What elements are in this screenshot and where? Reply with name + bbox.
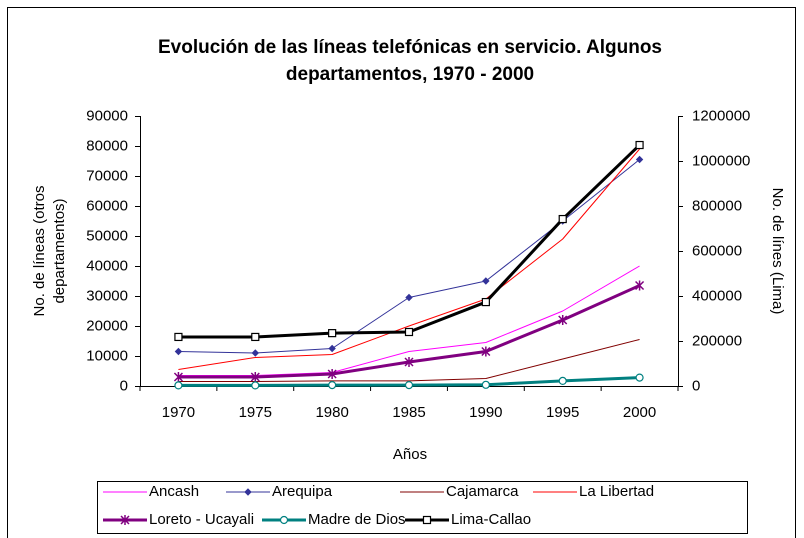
chart-title: departamentos, 1970 - 2000: [286, 64, 534, 85]
marker: [404, 357, 414, 367]
x-tick-label: 1980: [315, 404, 348, 421]
y-tick-label: 90000: [86, 107, 128, 124]
legend-label: Loreto - Ucayali: [149, 511, 254, 528]
legend-label: La Libertad: [579, 483, 654, 500]
marker: [482, 277, 490, 285]
y-tick-label: 20000: [86, 317, 128, 334]
legend-label: Lima-Callao: [451, 511, 531, 528]
legend-label: Arequipa: [272, 483, 333, 500]
marker: [279, 515, 289, 525]
x-tick-label: 1990: [469, 404, 502, 421]
y-axis-label: departamentos): [51, 198, 68, 303]
marker: [174, 332, 183, 342]
y-tick-label: 10000: [86, 347, 128, 364]
marker: [251, 349, 259, 357]
y2-tick-label: 1000000: [692, 152, 750, 169]
y2-tick-label: 200000: [692, 332, 742, 349]
marker: [328, 381, 337, 390]
marker: [251, 381, 260, 390]
marker: [481, 297, 490, 307]
y-tick-label: 50000: [86, 227, 128, 244]
legend: [97, 481, 748, 534]
y-tick-label: 40000: [86, 257, 128, 274]
marker: [481, 380, 490, 389]
marker: [328, 329, 337, 338]
x-tick-label: 1995: [546, 404, 579, 421]
y-tick-label: 30000: [86, 287, 128, 304]
y2-tick-label: 600000: [692, 242, 742, 259]
legend-label: Madre de Dios: [308, 511, 406, 528]
x-tick-label: 2000: [623, 404, 656, 421]
marker: [558, 315, 568, 325]
marker: [404, 327, 414, 337]
marker: [120, 515, 130, 525]
y2-tick-label: 800000: [692, 197, 742, 214]
y-tick-label: 0: [120, 377, 128, 394]
y-tick-label: 60000: [86, 197, 128, 214]
y2-axis-label: No. de línes (Lima): [769, 188, 786, 315]
chart-title: Evolución de las líneas telefónicas en s…: [158, 37, 662, 58]
marker: [251, 332, 260, 342]
marker: [173, 372, 183, 382]
marker: [635, 140, 644, 150]
y2-tick-label: 1200000: [692, 107, 750, 124]
y2-tick-label: 400000: [692, 287, 742, 304]
marker: [405, 293, 413, 302]
x-tick-label: 1985: [392, 404, 425, 421]
chart-frame: [7, 7, 796, 538]
marker: [244, 488, 252, 496]
legend-label: Ancash: [149, 483, 199, 500]
marker: [174, 347, 183, 356]
marker: [558, 376, 567, 385]
marker: [558, 214, 567, 224]
marker: [422, 515, 432, 525]
x-tick-label: 1975: [239, 404, 272, 421]
legend-label: Cajamarca: [446, 483, 519, 500]
x-axis-label: Años: [393, 446, 427, 463]
marker: [635, 155, 644, 164]
marker: [635, 280, 645, 291]
y-tick-label: 70000: [86, 167, 128, 184]
marker: [404, 381, 414, 390]
y-axis-label: No. de líneas (otros: [31, 186, 48, 317]
y-tick-label: 80000: [86, 137, 128, 154]
marker: [635, 373, 644, 382]
marker: [327, 369, 337, 379]
x-tick-label: 1970: [162, 404, 195, 421]
marker: [250, 372, 260, 382]
series-line: [178, 148, 640, 370]
y2-tick-label: 0: [692, 377, 700, 394]
marker: [328, 344, 336, 353]
marker: [481, 346, 491, 357]
marker: [174, 381, 183, 390]
